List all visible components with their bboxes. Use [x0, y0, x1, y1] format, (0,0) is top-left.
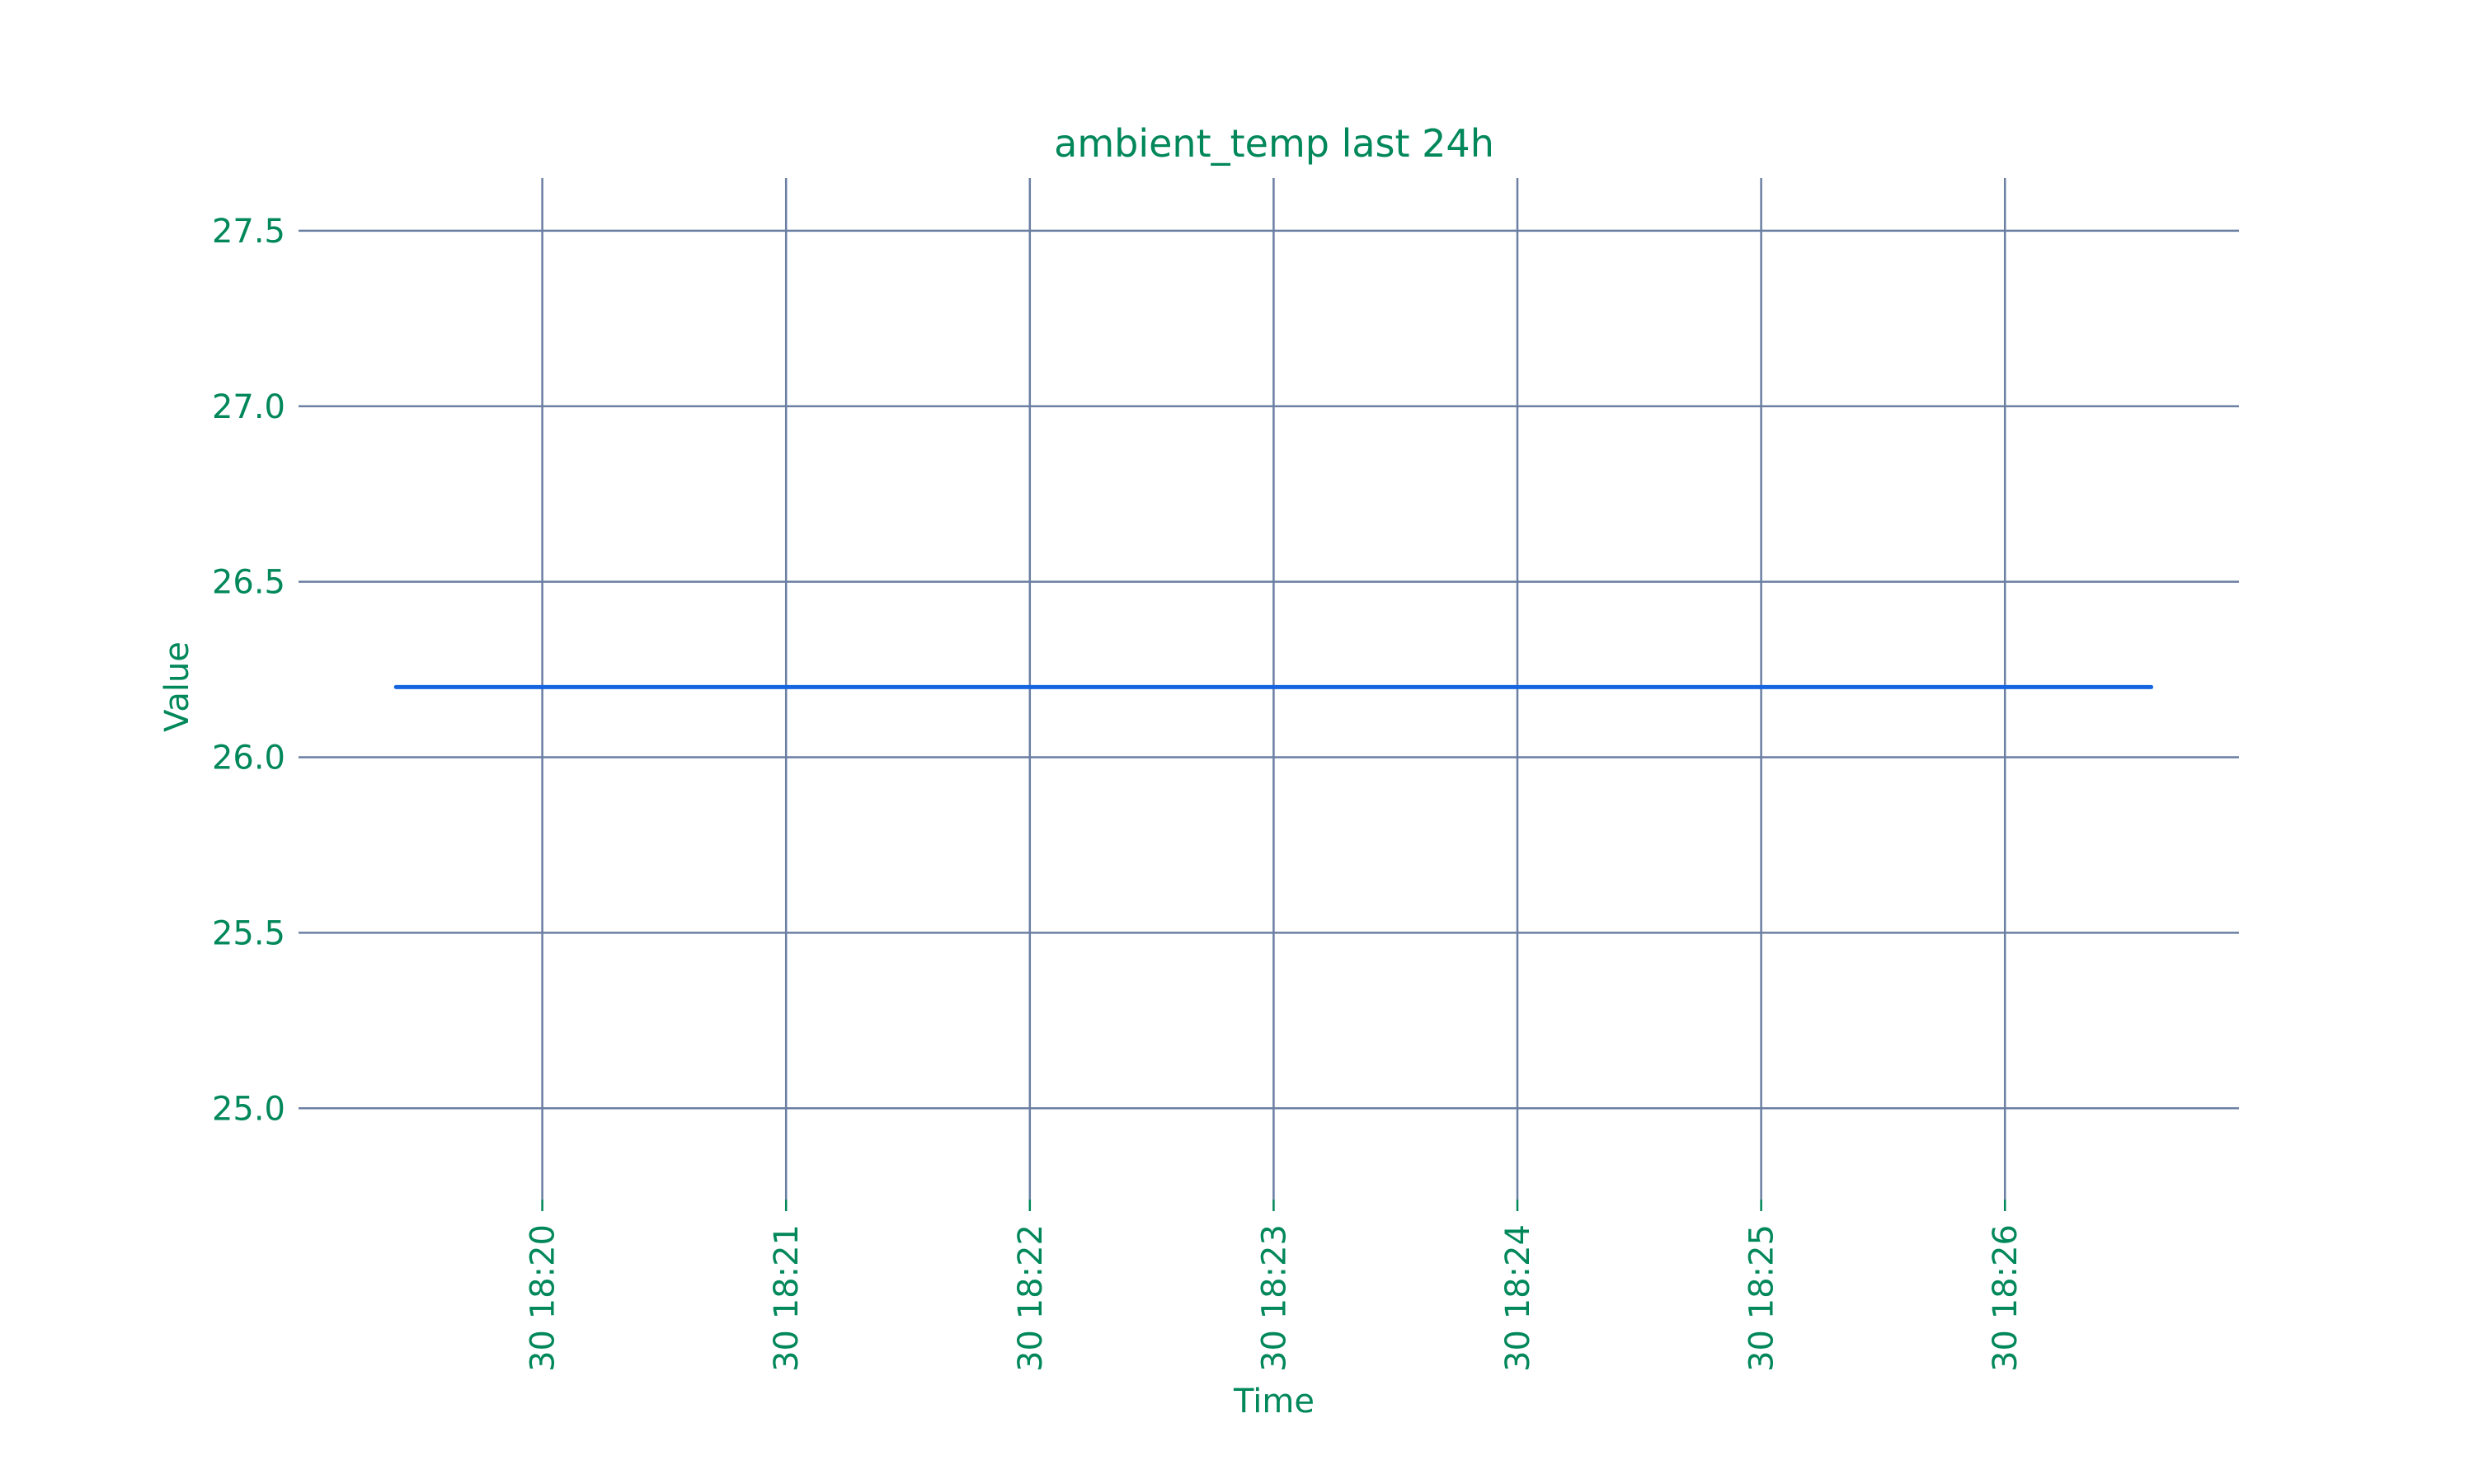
y-tick-label-4: 27.0 [212, 388, 285, 426]
chart-title: ambient_temp last 24h [1054, 121, 1494, 166]
x-axis-label: Time [1233, 1383, 1315, 1421]
x-tick-label-6: 30 18:26 [1987, 1224, 2025, 1372]
y-tick-label-0: 25.0 [212, 1090, 285, 1128]
y-tick-label-1: 25.5 [212, 914, 285, 952]
y-axis-label: Value [158, 641, 196, 732]
x-tick-label-4: 30 18:24 [1499, 1224, 1537, 1372]
axis-ticks: 25.0 25.5 26.0 26.5 27.0 27.5 30 18:20 30 18:21… [212, 213, 2025, 1372]
y-tick-label-2: 26.0 [212, 740, 285, 777]
x-tick-label-2: 30 18:22 [1012, 1224, 1050, 1372]
y-tick-label-5: 27.5 [212, 213, 285, 251]
x-tick-label-5: 30 18:25 [1743, 1224, 1781, 1372]
x-tick-label-1: 30 18:21 [768, 1224, 806, 1372]
x-tick-label-0: 30 18:20 [524, 1224, 562, 1372]
x-tick-label-3: 30 18:23 [1255, 1224, 1293, 1372]
y-tick-label-3: 26.5 [212, 564, 285, 602]
